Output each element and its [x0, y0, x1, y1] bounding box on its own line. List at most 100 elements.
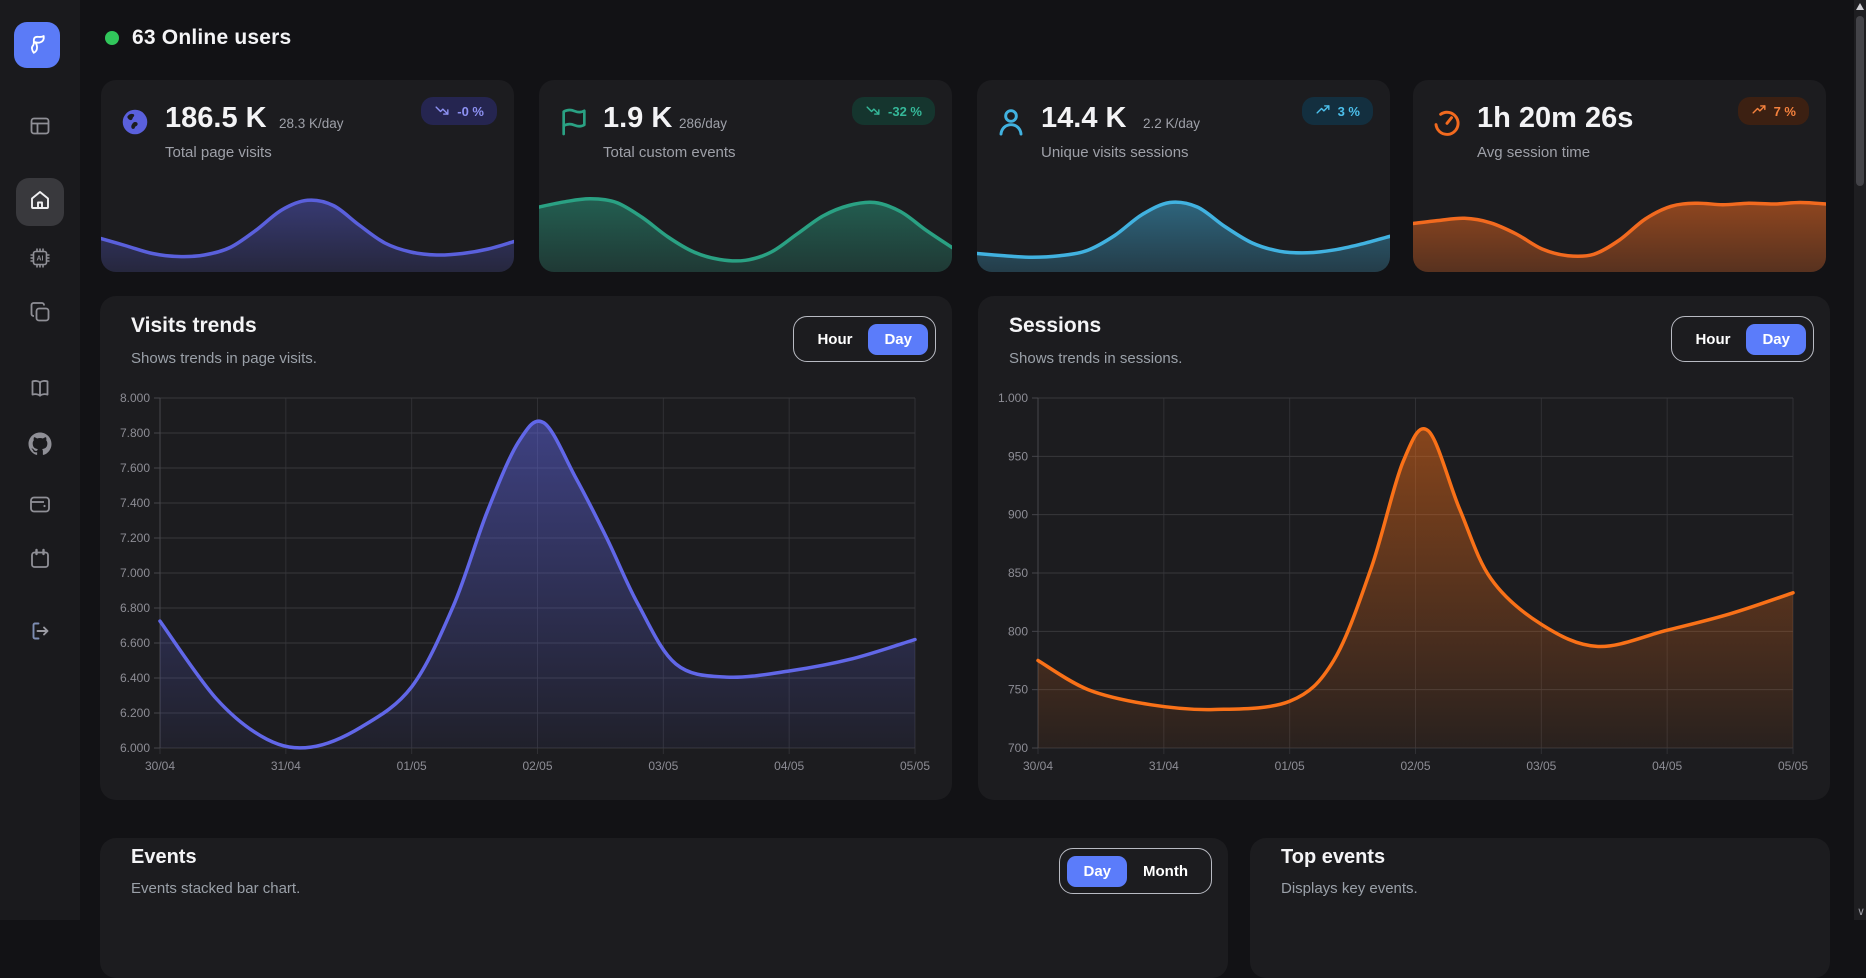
- svg-text:700: 700: [1008, 741, 1028, 755]
- panel-title: Visits trends: [131, 314, 257, 337]
- kpi-card-avg-session-time: 1h 20m 26s Avg session time 7 %: [1413, 80, 1826, 272]
- svg-text:6.200: 6.200: [120, 706, 150, 720]
- trend-badge: 3 %: [1301, 97, 1373, 125]
- kpi-per-day: 2.2 K/day: [1143, 116, 1201, 131]
- trend-badge: -0 %: [421, 97, 497, 125]
- sidebar-item-pages[interactable]: [28, 300, 52, 324]
- trending-up-icon: [1751, 103, 1767, 120]
- kpi-label: Total page visits: [165, 144, 272, 161]
- svg-text:750: 750: [1008, 683, 1028, 697]
- toggle-month[interactable]: Month: [1143, 862, 1188, 880]
- sidebar-item-wallet[interactable]: [28, 492, 52, 516]
- svg-text:6.800: 6.800: [120, 601, 150, 615]
- github-icon: [28, 432, 52, 456]
- svg-text:7.800: 7.800: [120, 426, 150, 440]
- svg-text:02/05: 02/05: [522, 759, 552, 773]
- svg-text:03/05: 03/05: [648, 759, 678, 773]
- svg-text:03/05: 03/05: [1526, 759, 1556, 773]
- trending-down-icon: [434, 103, 450, 120]
- panel-title: Events: [131, 846, 197, 868]
- toggle-hour[interactable]: Hour: [1695, 330, 1731, 348]
- kpi-value: 1h 20m 26s: [1477, 102, 1634, 134]
- page-scrollbar[interactable]: ∨: [1854, 0, 1866, 920]
- sidebar-item-docs[interactable]: [28, 376, 52, 400]
- online-status-dot: [105, 31, 119, 45]
- ai-chip-icon: AI: [28, 246, 52, 270]
- book-icon: [28, 376, 52, 400]
- sessions-panel: Sessions Shows trends in sessions. Hour …: [978, 296, 1830, 800]
- svg-text:900: 900: [1008, 508, 1028, 522]
- svg-text:31/04: 31/04: [271, 759, 301, 773]
- sparkline-custom-events: [539, 185, 952, 272]
- kpi-per-day: 28.3 K/day: [279, 116, 344, 131]
- sparkline-unique-sessions: [977, 185, 1390, 272]
- logo-wave-icon: [24, 30, 50, 61]
- svg-text:05/05: 05/05: [1778, 759, 1808, 773]
- analytics-dashboard: { "header": { "online_users": "63 Online…: [0, 0, 1866, 920]
- sidebar: AI: [0, 0, 80, 920]
- sidebar-item-calendar[interactable]: [28, 547, 52, 571]
- sidebar-item-ai[interactable]: AI: [28, 246, 52, 270]
- trend-badge: 7 %: [1737, 97, 1809, 125]
- sidebar-item-dashboard[interactable]: [28, 114, 52, 138]
- svg-text:AI: AI: [37, 256, 44, 263]
- copy-icon: [28, 300, 52, 324]
- toggle-day[interactable]: Day: [1067, 855, 1128, 887]
- svg-text:6.600: 6.600: [120, 636, 150, 650]
- kpi-card-unique-sessions: 14.4 K 2.2 K/day Unique visits sessions …: [977, 80, 1390, 272]
- svg-text:04/05: 04/05: [1652, 759, 1682, 773]
- toggle-day[interactable]: Day: [868, 323, 928, 355]
- visits-trends-chart: 30/04 31/04 01/05 02/05 03/05 04/05 05/05 8.000…: [100, 296, 952, 800]
- visits-trends-panel: Visits trends Shows trends in page visit…: [100, 296, 952, 800]
- svg-text:7.000: 7.000: [120, 566, 150, 580]
- svg-text:04/05: 04/05: [774, 759, 804, 773]
- toggle-day[interactable]: Day: [1746, 323, 1806, 355]
- svg-text:05/05: 05/05: [900, 759, 930, 773]
- layout-icon: [28, 114, 52, 138]
- trend-badge-value: 7 %: [1773, 103, 1796, 119]
- svg-text:7.600: 7.600: [120, 461, 150, 475]
- panel-subtitle: Displays key events.: [1281, 880, 1418, 897]
- visits-interval-toggle: Hour Day: [793, 316, 936, 362]
- trending-down-icon: [865, 103, 881, 120]
- calendar-icon: [28, 547, 52, 571]
- flag-icon: [557, 106, 589, 138]
- svg-text:01/05: 01/05: [1275, 759, 1305, 773]
- sparkline-page-visits: [101, 185, 514, 272]
- kpi-label: Avg session time: [1477, 144, 1591, 161]
- sidebar-item-home[interactable]: [16, 178, 64, 226]
- trend-badge: -32 %: [852, 97, 935, 125]
- sidebar-item-logout[interactable]: [28, 619, 52, 643]
- panel-subtitle: Shows trends in page visits.: [131, 350, 317, 367]
- svg-text:7.400: 7.400: [120, 496, 150, 510]
- timer-icon: [1431, 106, 1463, 138]
- svg-text:8.000: 8.000: [120, 391, 150, 405]
- svg-text:02/05: 02/05: [1400, 759, 1430, 773]
- app-logo[interactable]: [14, 22, 60, 68]
- kpi-card-total-page-visits: 186.5 K 28.3 K/day Total page visits -0 …: [101, 80, 514, 272]
- scrollbar-down-arrow-icon[interactable]: ∨: [1856, 906, 1865, 918]
- user-icon: [995, 106, 1027, 138]
- svg-text:1.000: 1.000: [998, 391, 1028, 405]
- svg-text:30/04: 30/04: [1023, 759, 1053, 773]
- home-icon: [28, 188, 52, 217]
- scrollbar-up-arrow-icon[interactable]: [1856, 3, 1864, 10]
- svg-text:850: 850: [1008, 566, 1028, 580]
- sessions-chart: 30/04 31/04 01/05 02/05 03/05 04/05 05/05 1.000…: [978, 296, 1830, 800]
- panel-title: Sessions: [1009, 314, 1102, 337]
- logout-icon: [28, 619, 52, 643]
- panel-title: Top events: [1281, 846, 1386, 868]
- toggle-hour[interactable]: Hour: [817, 330, 853, 348]
- svg-text:950: 950: [1008, 449, 1028, 463]
- trend-badge-value: -0 %: [457, 103, 484, 119]
- scrollbar-thumb[interactable]: [1856, 16, 1864, 186]
- events-panel: Events Events stacked bar chart. Day Mon…: [100, 838, 1228, 978]
- kpi-value: 14.4 K: [1041, 102, 1127, 134]
- sidebar-item-github[interactable]: [28, 432, 52, 456]
- online-users-indicator: 63 Online users: [105, 26, 291, 50]
- svg-text:6.400: 6.400: [120, 671, 150, 685]
- trend-badge-value: 3 %: [1337, 103, 1360, 119]
- events-interval-toggle: Day Month: [1059, 848, 1212, 894]
- svg-text:01/05: 01/05: [397, 759, 427, 773]
- sessions-interval-toggle: Hour Day: [1671, 316, 1814, 362]
